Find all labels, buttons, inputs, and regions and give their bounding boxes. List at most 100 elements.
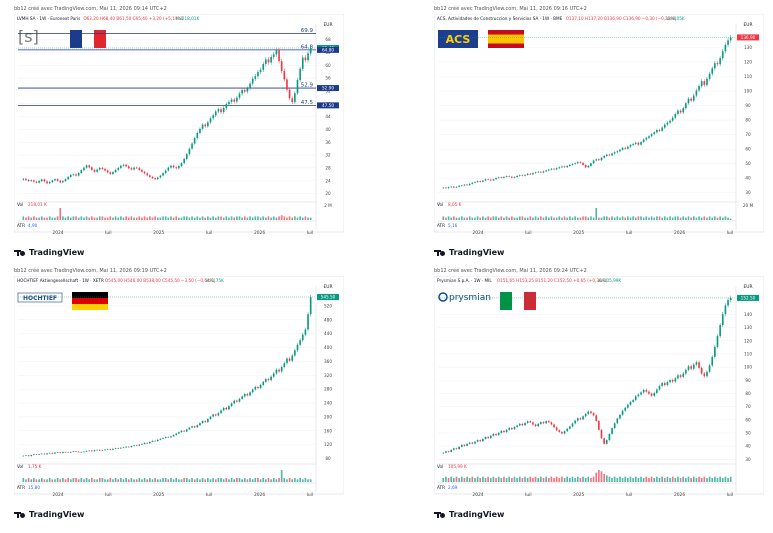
candle-body <box>91 450 93 452</box>
volume-bar <box>80 216 83 220</box>
volume-bar <box>624 217 627 220</box>
tradingview-logo[interactable]: TradingView <box>14 510 84 519</box>
volume-bar <box>690 478 692 482</box>
volume-bar <box>46 479 48 482</box>
volume-bar <box>711 217 714 220</box>
volume-bar <box>212 478 214 482</box>
y-tick-label: 80 <box>745 391 751 396</box>
y-tick-label: 68 <box>325 37 331 42</box>
volume-bar <box>64 217 67 220</box>
volume-bar <box>695 478 698 482</box>
candle-body <box>162 438 164 439</box>
candle-body <box>309 47 312 54</box>
tradingview-logo[interactable]: TradingView <box>14 248 84 257</box>
volume-bar <box>729 218 732 220</box>
volume-bar <box>555 476 558 482</box>
candle-body <box>669 380 671 383</box>
candle-body <box>30 180 33 182</box>
price-badge <box>317 85 339 92</box>
candle-body <box>93 169 96 172</box>
candle-body <box>605 154 608 156</box>
volume-bar <box>698 216 700 220</box>
chart-caption: bb12 créé avec TradingView.com, Mai 11, … <box>14 268 167 274</box>
volume-bar <box>516 478 518 482</box>
candle-body <box>518 175 521 176</box>
volume-bar <box>471 217 474 220</box>
volume-bar <box>445 217 447 220</box>
candle-body <box>112 448 114 450</box>
candle-body <box>640 392 642 395</box>
candle-body <box>545 421 547 424</box>
volume-bar <box>714 476 716 482</box>
candle-body <box>516 175 518 178</box>
candle-body <box>143 442 146 444</box>
volume-bar <box>645 476 648 482</box>
volume-bar <box>587 476 590 482</box>
volume-bar <box>27 216 30 220</box>
candle-body <box>566 428 569 432</box>
volume-bar <box>482 216 484 220</box>
volume-bar <box>296 217 299 220</box>
candle-body <box>222 107 225 113</box>
candle-body <box>508 176 511 177</box>
candle-body <box>286 358 288 364</box>
volume-bar <box>687 216 690 220</box>
candle-body <box>587 166 590 168</box>
candle-body <box>222 407 225 411</box>
volume-bar <box>133 479 135 482</box>
volume-bar <box>492 216 495 220</box>
volume-bar <box>650 476 653 482</box>
volume-bar <box>460 476 463 482</box>
volume-bar <box>677 216 679 220</box>
candle-body <box>553 168 555 170</box>
volume-bar <box>170 478 172 482</box>
volume-bar <box>658 216 661 220</box>
company-logo <box>438 292 448 302</box>
candle-body <box>267 59 270 63</box>
chart-0: LVMH SA · 1W · Euronext Paris O62,20 H68,… <box>14 14 344 234</box>
volume-bar <box>85 478 88 482</box>
candle-body <box>54 179 56 181</box>
candle-body <box>455 448 458 450</box>
candle-body <box>479 440 482 442</box>
candle-body <box>455 186 458 188</box>
candle-body <box>146 442 149 444</box>
candle-body <box>185 429 188 432</box>
y-tick-label: 140 <box>744 312 752 317</box>
x-tick-label: Juil <box>306 230 314 234</box>
candle-body <box>513 177 516 178</box>
chart-panel-lvmh: bb12 créé avec TradingView.com, Mai 11, … <box>14 6 344 261</box>
volume-bar <box>80 478 83 482</box>
volume-bar <box>579 478 582 482</box>
candle-body <box>225 407 228 410</box>
volume-bar <box>35 217 38 220</box>
candle-body <box>294 350 296 356</box>
candle-body <box>442 452 445 454</box>
volume-bar <box>634 217 637 220</box>
x-tick-label: Juil <box>726 492 734 496</box>
candle-body <box>682 108 685 113</box>
candle-body <box>217 109 220 112</box>
volume-bar <box>125 216 127 220</box>
candle-body <box>576 162 579 164</box>
volume-bar <box>172 217 175 220</box>
volume-bar <box>225 478 228 482</box>
candle-body <box>257 72 259 77</box>
volume-bar <box>505 478 508 482</box>
candle-body <box>698 362 700 368</box>
volume-bar <box>98 478 101 482</box>
tradingview-logo[interactable]: TradingView <box>434 248 504 257</box>
candle-body <box>241 396 243 399</box>
tradingview-logo[interactable]: TradingView <box>434 510 504 519</box>
candle-body <box>687 98 690 104</box>
candle-body <box>69 174 72 177</box>
volume-bar <box>230 216 233 220</box>
candle-body <box>648 391 650 394</box>
candle-body <box>695 90 698 96</box>
candle-body <box>296 80 299 94</box>
volume-bar <box>286 479 288 482</box>
germany-flag-stripe <box>72 298 108 304</box>
volume-label: Vol <box>437 202 443 207</box>
candle-body <box>708 365 711 372</box>
volume-bar <box>558 478 561 482</box>
